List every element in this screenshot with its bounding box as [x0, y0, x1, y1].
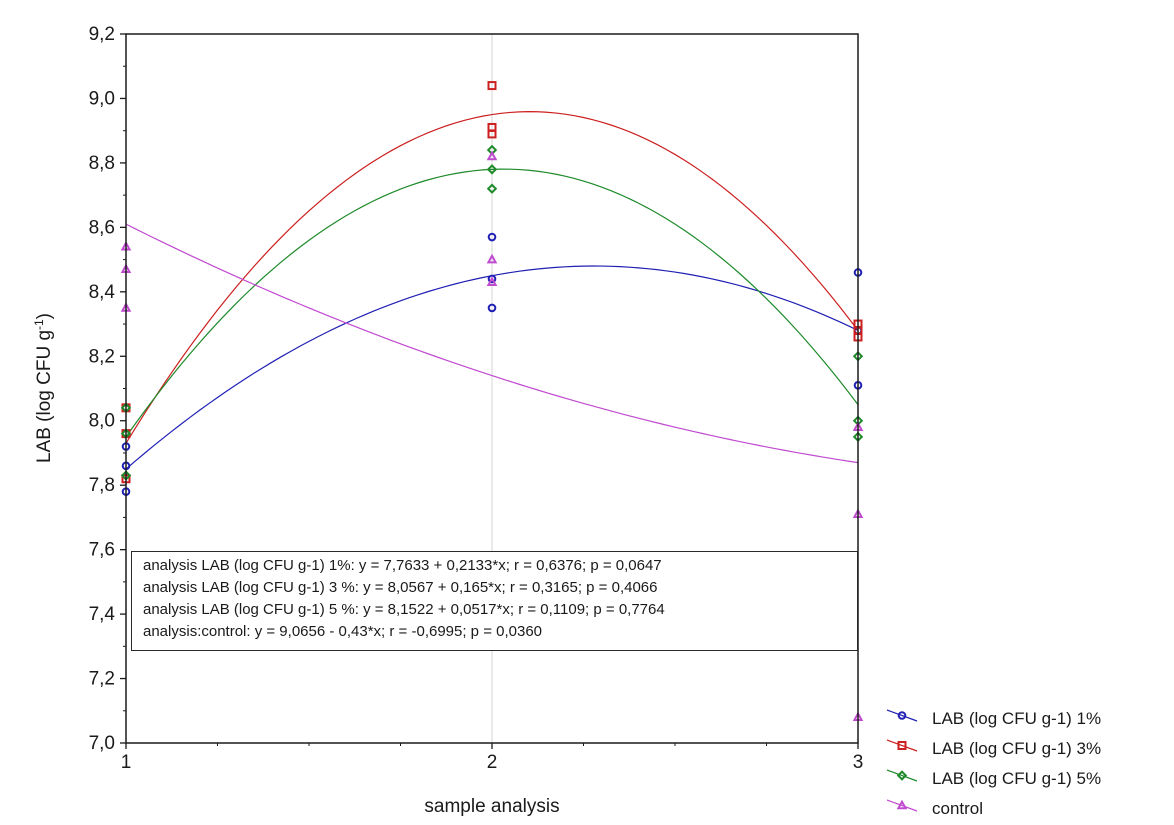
y-axis-title-main: LAB (log CFU g	[34, 330, 55, 463]
x-tick-label: 2	[487, 752, 498, 773]
y-tick-label: 8,6	[89, 217, 115, 238]
legend-marker-3	[896, 770, 908, 781]
x-axis-title: sample analysis	[424, 796, 559, 817]
y-tick-label: 8,8	[89, 153, 115, 174]
fit-curves	[125, 111, 859, 470]
fit-curve-3	[125, 168, 859, 438]
legend: LAB (log CFU g-1) 1% LAB (log CFU g-1) 3%…	[886, 709, 1101, 818]
y-tick-label: 7,4	[89, 604, 116, 625]
legend-line-3	[886, 769, 918, 782]
y-axis-title-close: )	[34, 313, 55, 319]
y-tick-label: 8,4	[89, 282, 116, 303]
data-point	[487, 232, 497, 242]
x-tick-label: 3	[853, 752, 864, 773]
y-tick-label: 9,2	[89, 24, 115, 45]
data-point	[486, 276, 498, 286]
data-point	[486, 150, 498, 161]
y-tick-label: 7,6	[89, 540, 115, 561]
legend-label-4: control	[932, 799, 983, 818]
fit-curve-2	[125, 111, 859, 444]
data-point	[486, 253, 498, 264]
legend-line-1	[886, 709, 918, 722]
legend-label-2: LAB (log CFU g-1) 3%	[932, 739, 1101, 758]
y-axis-title-superscript: -1	[32, 319, 46, 330]
regression-stat-1: analysis LAB (log CFU g-1) 1%: y = 7,763…	[143, 557, 662, 574]
y-tick-label: 7,2	[89, 669, 115, 690]
data-point	[486, 183, 498, 194]
legend-marker-2	[897, 741, 907, 750]
legend-marker-1	[897, 711, 907, 720]
data-point	[487, 122, 497, 132]
regression-stat-4: analysis:control: y = 9,0656 - 0,43*x; r…	[143, 623, 543, 640]
y-axis-title: LAB (log CFU g-1)	[32, 313, 55, 463]
legend-label-3: LAB (log CFU g-1) 5%	[932, 769, 1101, 788]
data-point	[487, 303, 497, 313]
legend-line-2	[886, 739, 918, 752]
regression-stat-3: analysis LAB (log CFU g-1) 5 %: y = 8,15…	[143, 601, 665, 618]
legend-marker-4	[896, 799, 908, 810]
legend-label-1: LAB (log CFU g-1) 1%	[932, 709, 1101, 728]
regression-stats-box: analysis LAB (log CFU g-1) 1%: y = 7,763…	[131, 551, 858, 651]
y-tick-label: 7,0	[89, 733, 115, 754]
data-point	[487, 274, 497, 284]
x-tick-label: 1	[121, 752, 132, 773]
data-point	[487, 81, 497, 91]
data-point	[486, 164, 498, 175]
legend-line-4	[886, 799, 918, 812]
y-tick-label: 7,8	[89, 475, 115, 496]
y-tick-label: 8,2	[89, 346, 115, 367]
y-tick-label: 9,0	[89, 88, 115, 109]
y-tick-label: 8,0	[89, 411, 115, 432]
axes: 7,0 7,2 7,4 7,6 7,8 8,0 8,2 8,4 8,6 8,8 9,0 9,2 1 2 3	[89, 24, 864, 773]
fit-curve-4	[125, 223, 859, 464]
regression-stat-2: analysis LAB (log CFU g-1) 3 %: y = 8,05…	[143, 579, 658, 596]
